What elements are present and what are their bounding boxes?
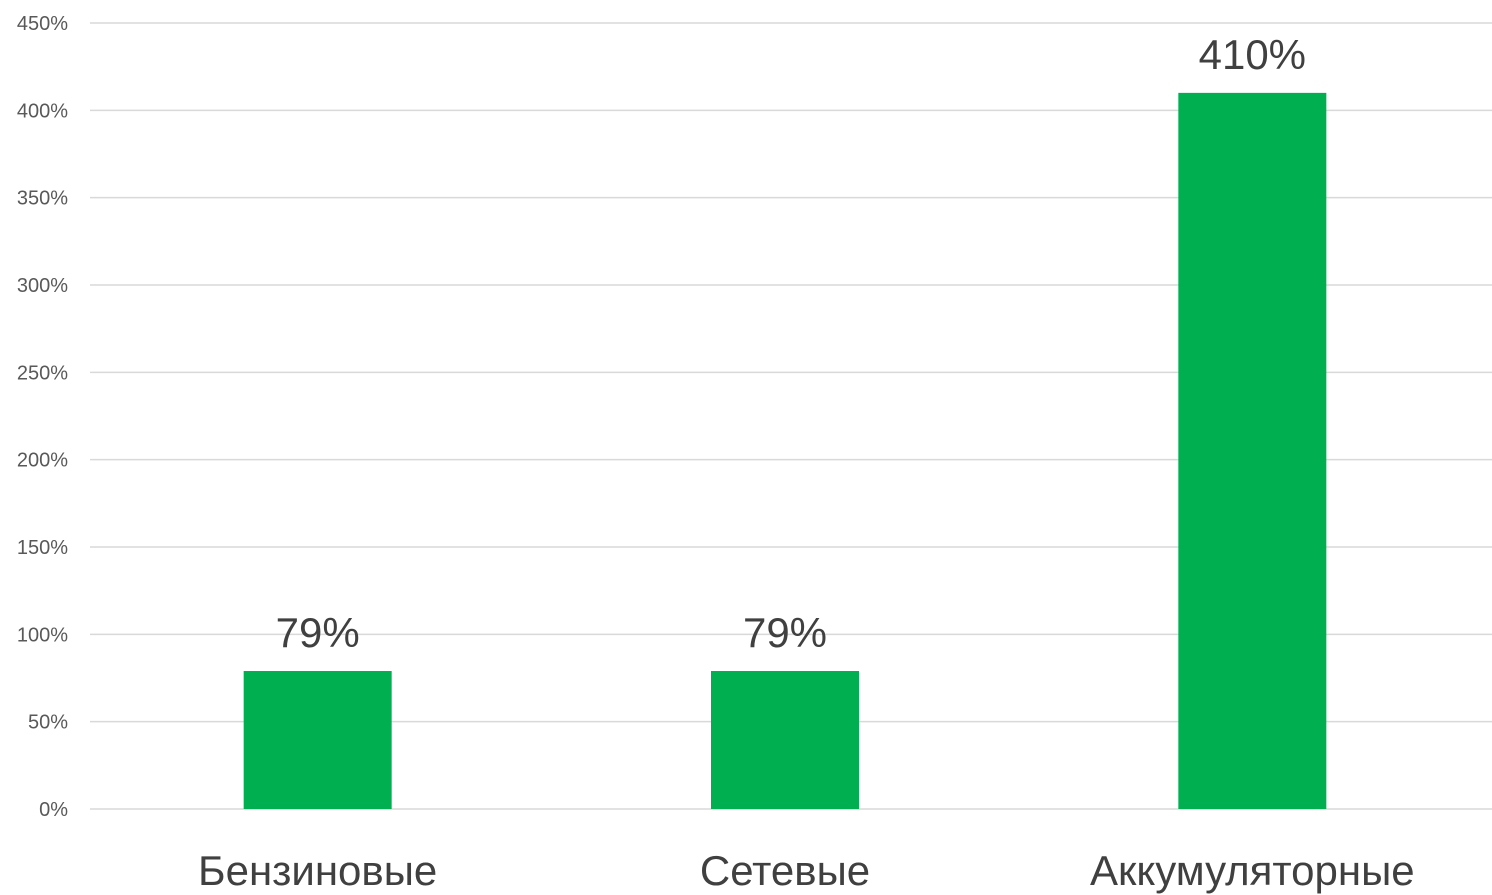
data-label: 79% xyxy=(276,609,360,656)
y-tick-label: 50% xyxy=(28,712,68,734)
y-tick-label: 350% xyxy=(17,188,68,210)
data-labels: 79% 79% 410% xyxy=(276,31,1306,656)
x-axis: Бензиновые Сетевые Аккумуляторные xyxy=(198,847,1415,894)
bar xyxy=(1178,92,1327,809)
y-tick-label: 0% xyxy=(39,799,68,821)
y-tick-label: 400% xyxy=(17,100,68,122)
y-tick-label: 450% xyxy=(17,13,68,35)
y-tick-label: 250% xyxy=(17,362,68,384)
category-label: Аккумуляторные xyxy=(1090,847,1415,894)
data-label: 79% xyxy=(743,609,827,656)
y-axis: 0% 50% 100% 150% 200% 250% 300% 350% 400% 450% xyxy=(17,13,68,821)
bar xyxy=(243,671,392,809)
bar xyxy=(711,671,859,809)
y-tick-label: 300% xyxy=(17,275,68,297)
category-label: Бензиновые xyxy=(198,847,437,894)
y-tick-label: 150% xyxy=(17,537,68,559)
y-tick-label: 200% xyxy=(17,450,68,472)
bars xyxy=(243,92,1327,809)
data-label: 410% xyxy=(1199,31,1306,78)
category-label: Сетевые xyxy=(700,847,870,894)
y-tick-label: 100% xyxy=(17,624,68,646)
